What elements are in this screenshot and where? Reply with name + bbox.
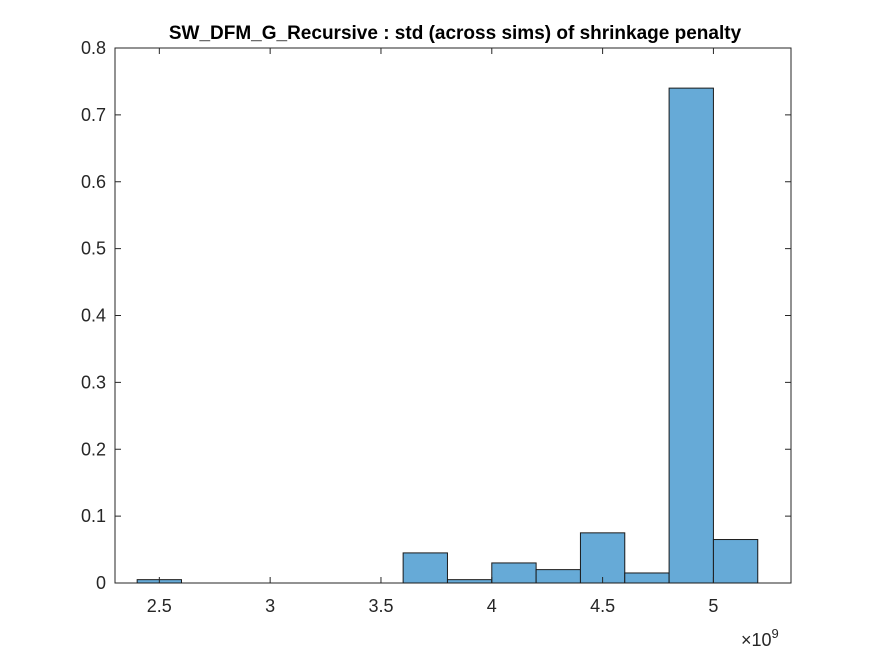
y-tick-label: 0.2 <box>81 439 106 459</box>
bars-group <box>136 87 759 584</box>
chart-title: SW_DFM_G_Recursive : std (across sims) o… <box>169 23 742 44</box>
x-tick-label: 4.5 <box>590 596 615 616</box>
x-axis-ticks: 2.5 3 3.5 4 4.5 5 <box>147 48 718 616</box>
x-axis-exponent: ×109 <box>741 626 779 650</box>
y-tick-label: 0.6 <box>81 172 106 192</box>
x-exponent-base: ×10 <box>741 630 772 650</box>
y-tick-label: 0.1 <box>81 506 106 526</box>
y-tick-label: 0 <box>96 573 106 593</box>
histogram-bar <box>402 552 448 584</box>
x-tick-label: 3.5 <box>368 596 393 616</box>
y-axis-ticks: 0 0.1 0.2 0.3 0.4 0.5 0.6 0.7 0.8 <box>81 38 791 593</box>
y-tick-label: 0.4 <box>81 306 106 326</box>
y-tick-label: 0.5 <box>81 239 106 259</box>
x-tick-label: 2.5 <box>147 596 172 616</box>
histogram-bar <box>446 579 493 584</box>
histogram-bar <box>624 572 670 584</box>
histogram-bar <box>535 569 581 584</box>
x-tick-label: 5 <box>708 596 718 616</box>
histogram-bar <box>579 532 626 584</box>
y-tick-label: 0.8 <box>81 38 106 58</box>
x-tick-label: 3 <box>265 596 275 616</box>
svg-text:×109: ×109 <box>741 626 779 650</box>
y-tick-label: 0.7 <box>81 105 106 125</box>
histogram-bar <box>712 539 759 584</box>
x-exponent-power: 9 <box>772 626 779 641</box>
histogram-bar <box>491 562 537 584</box>
histogram-bar <box>668 87 714 584</box>
y-tick-label: 0.3 <box>81 372 106 392</box>
x-tick-label: 4 <box>487 596 497 616</box>
